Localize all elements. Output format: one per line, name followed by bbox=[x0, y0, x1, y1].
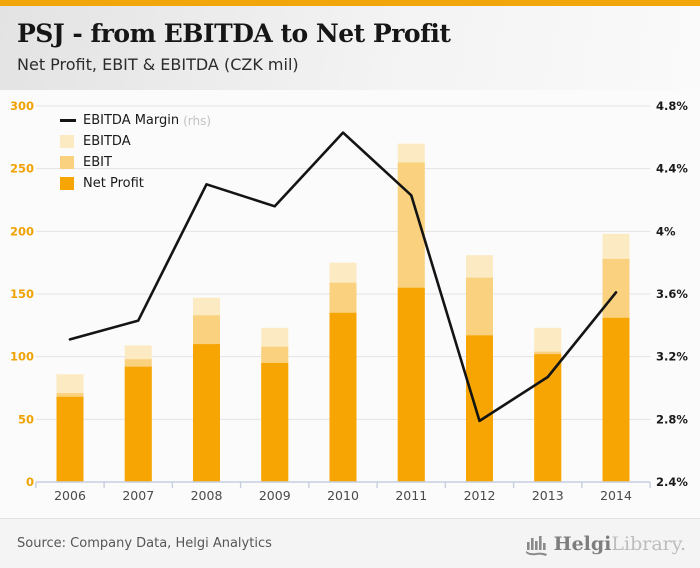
legend-item-net-profit[interactable]: Net Profit bbox=[60, 173, 211, 194]
helgi-library-logo[interactable]: HelgiLibrary. bbox=[523, 531, 686, 557]
legend-item-ebitda[interactable]: EBITDA bbox=[60, 131, 211, 152]
x-axis-label: 2014 bbox=[600, 488, 632, 503]
y-axis-label-left: 200 bbox=[10, 224, 34, 238]
bar-net-profit-2014 bbox=[602, 317, 630, 482]
y-axis-label-left: 50 bbox=[18, 412, 34, 426]
x-axis-label: 2008 bbox=[191, 488, 223, 503]
y-axis-label-right: 4% bbox=[656, 224, 676, 238]
logo-text-sub: Library. bbox=[611, 533, 686, 555]
bar-net-profit-2010 bbox=[329, 312, 357, 482]
chart-header: PSJ - from EBITDA to Net Profit Net Prof… bbox=[0, 6, 700, 90]
legend-item-ebit[interactable]: EBIT bbox=[60, 152, 211, 173]
bar-net-profit-2007 bbox=[124, 366, 152, 482]
top-accent-bar bbox=[0, 0, 700, 6]
legend-color-swatch bbox=[60, 156, 74, 169]
bar-net-profit-2006 bbox=[56, 396, 84, 482]
legend-color-swatch bbox=[60, 135, 74, 148]
legend-label: Net Profit bbox=[83, 176, 144, 191]
x-axis-label: 2010 bbox=[327, 488, 359, 503]
legend-line-swatch bbox=[60, 119, 76, 122]
legend-color-swatch bbox=[60, 177, 74, 190]
logo-text-main: Helgi bbox=[553, 533, 612, 555]
chart-canvas: 0 50 100 150 200 250 300 2.4% 2.8% 3.2% 3.6% 4% 4.4%… bbox=[10, 99, 688, 503]
y-axis-label-right: 2.8% bbox=[656, 412, 688, 426]
x-axis-label: 2012 bbox=[464, 488, 496, 503]
legend-label: EBIT bbox=[83, 155, 112, 170]
y-axis-label-right: 2.4% bbox=[656, 475, 688, 489]
page-title: PSJ - from EBITDA to Net Profit bbox=[17, 19, 451, 48]
x-axis-label: 2006 bbox=[54, 488, 86, 503]
legend-suffix-rhs: (rhs) bbox=[183, 113, 212, 128]
x-axis-label: 2011 bbox=[395, 488, 427, 503]
y-axis-label-left: 100 bbox=[10, 350, 34, 364]
y-axis-label-left: 150 bbox=[10, 287, 34, 301]
y-axis-label-right: 4.4% bbox=[656, 162, 688, 176]
y-axis-label-left: 250 bbox=[10, 162, 34, 176]
footer: Source: Company Data, Helgi Analytics He… bbox=[0, 518, 700, 568]
legend-label: EBITDA Margin bbox=[83, 113, 180, 128]
y-axis-label-left: 300 bbox=[10, 99, 34, 113]
y-axis-label-right: 3.6% bbox=[656, 287, 688, 301]
ebitda-margin-line bbox=[68, 131, 618, 423]
x-axis-label: 2009 bbox=[259, 488, 291, 503]
x-axis-label: 2013 bbox=[532, 488, 564, 503]
bar-net-profit-2012 bbox=[466, 335, 493, 482]
y-axis-label-left: 0 bbox=[26, 475, 34, 489]
bar-net-profit-2011 bbox=[397, 287, 425, 482]
x-axis-label: 2007 bbox=[122, 488, 154, 503]
chart-area: 0 50 100 150 200 250 300 2.4% 2.8% 3.2% 3.6% 4% 4.4%… bbox=[0, 90, 700, 518]
logo-text: HelgiLibrary. bbox=[554, 533, 686, 555]
legend-label: EBITDA bbox=[83, 134, 131, 149]
page-subtitle: Net Profit, EBIT & EBITDA (CZK mil) bbox=[17, 55, 299, 75]
bar-chart-icon bbox=[525, 536, 547, 556]
bar-net-profit-2009 bbox=[261, 362, 289, 482]
source-text: Source: Company Data, Helgi Analytics bbox=[17, 536, 272, 551]
bar-net-profit-2008 bbox=[193, 344, 220, 482]
chart-legend: EBITDA Margin (rhs) EBITDA EBIT Net Profit bbox=[60, 110, 211, 194]
bar-net-profit-2013 bbox=[534, 354, 562, 482]
y-axis-label-right: 4.8% bbox=[656, 99, 688, 113]
y-axis-label-right: 3.2% bbox=[656, 350, 688, 364]
legend-item-ebitda-margin[interactable]: EBITDA Margin (rhs) bbox=[60, 110, 211, 131]
